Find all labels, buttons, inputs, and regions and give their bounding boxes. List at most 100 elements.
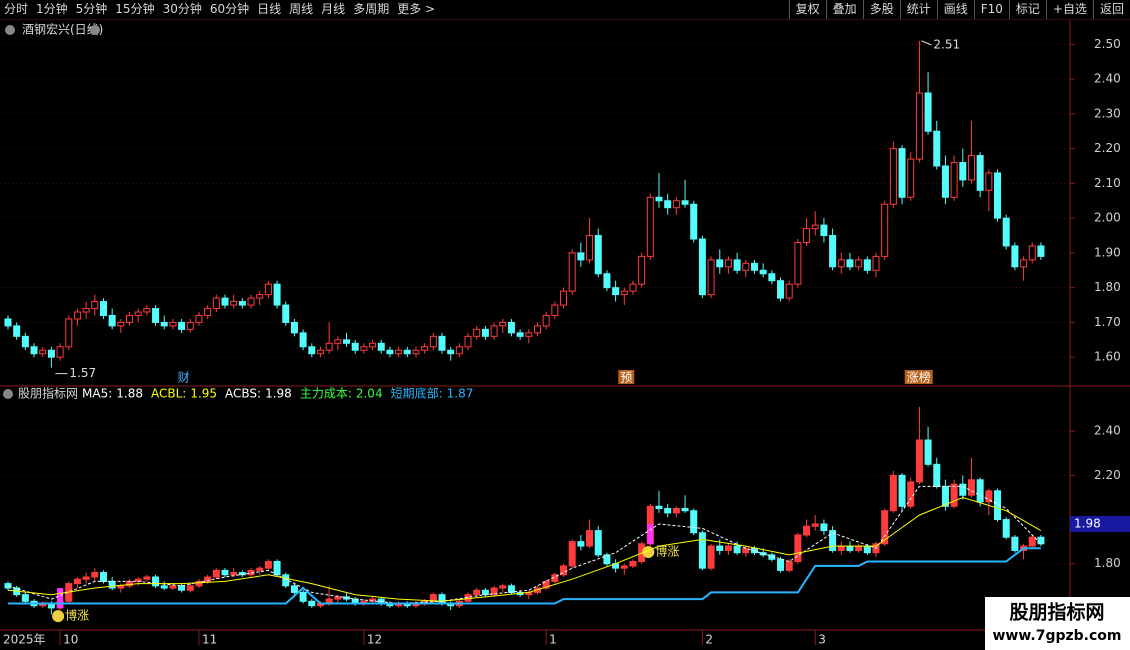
candle-body — [629, 283, 637, 292]
candle-body — [325, 342, 333, 351]
candle-body — [334, 596, 342, 600]
y-tick-label: 2.50 — [1094, 37, 1121, 51]
toolbar-button[interactable]: 5分钟 — [75, 2, 108, 16]
candle-body — [516, 332, 524, 337]
candle-body — [698, 238, 706, 296]
x-tick-label: 12 — [367, 633, 382, 647]
y-tick-label: 2.20 — [1094, 141, 1121, 155]
toolbar-button[interactable]: 画线 — [936, 0, 974, 19]
candle-body — [967, 479, 975, 496]
x-axis-start: 2025年 — [3, 633, 46, 647]
legend-value: 1.88 — [116, 387, 143, 401]
indicator-line — [7, 485, 1042, 605]
toolbar-button[interactable]: 15分钟 — [115, 2, 155, 16]
signal-bar — [647, 524, 654, 545]
candle-body — [777, 280, 785, 299]
toolbar-button[interactable]: +自选 — [1045, 0, 1093, 19]
marker-bg — [618, 370, 635, 384]
candle-body — [681, 200, 689, 205]
toolbar-button[interactable]: 分时 — [4, 2, 29, 16]
legend-name: MA5: — [82, 387, 112, 401]
candle-body — [507, 321, 515, 334]
candle-body — [143, 576, 151, 580]
candle-body — [143, 308, 151, 313]
y-tick-label: 2.40 — [1094, 424, 1121, 438]
candle-body — [91, 572, 99, 578]
candle-body — [308, 600, 316, 607]
candle-body — [690, 203, 698, 240]
toolbar-button[interactable]: 更多 > — [397, 2, 436, 16]
period-tabs: 分时 1分钟 5分钟 15分钟 30分钟 60分钟 日线 周线 月线 多周期 更多 > — [0, 0, 439, 19]
candle-body — [959, 483, 967, 496]
candle-body — [117, 585, 125, 589]
candle-body — [655, 505, 663, 510]
candle-body — [777, 558, 785, 571]
candle-body — [568, 541, 576, 567]
toolbar-button[interactable]: 1分钟 — [36, 2, 68, 16]
candle-body — [785, 283, 793, 299]
x-tick-label: 2 — [705, 633, 713, 647]
candle-body — [369, 342, 377, 348]
toolbar-button[interactable]: 月线 — [321, 2, 346, 16]
toolbar-button[interactable]: 30分钟 — [162, 2, 202, 16]
tool-buttons: 复权 叠加 多股 统计 画线 F10 标记 +自选 返回 — [788, 0, 1130, 19]
y-tick-label: 1.80 — [1094, 556, 1121, 570]
toolbar: 分时 1分钟 5分钟 15分钟 30分钟 60分钟 日线 周线 月线 多周期 更多 > 复权 叠加 多股统… — [0, 0, 1130, 20]
candle-body — [863, 259, 871, 271]
candle-body — [1002, 217, 1010, 247]
signal-bar — [57, 588, 64, 609]
candle-body — [1028, 245, 1036, 261]
legend-title: 股朋指标网 — [18, 386, 78, 401]
toolbar-button[interactable]: 统计 — [899, 0, 937, 19]
candle-body — [212, 297, 220, 310]
candle-body — [915, 92, 923, 160]
toolbar-button[interactable]: 日线 — [257, 2, 282, 16]
candle-body — [195, 580, 203, 587]
candle-body — [238, 301, 246, 306]
candle-body — [481, 328, 489, 337]
toolbar-button[interactable]: 标记 — [1008, 0, 1046, 19]
legend-value: 1.98 — [265, 387, 292, 401]
legend-name: ACBS: — [225, 387, 261, 401]
toolbar-button[interactable]: 多股 — [862, 0, 900, 19]
candle-body — [507, 585, 515, 593]
signal-icon — [52, 610, 65, 623]
candle-body — [707, 259, 715, 296]
candle-body — [603, 554, 611, 565]
candle-body — [447, 349, 455, 355]
candle-body — [230, 301, 238, 306]
candle-body — [985, 490, 993, 503]
candle-body — [542, 314, 550, 327]
candle-body — [169, 321, 177, 327]
candle-body — [881, 203, 889, 257]
candle-body — [99, 572, 107, 582]
candle-body — [646, 196, 654, 257]
candle-body — [560, 565, 568, 576]
candle-body — [282, 304, 290, 323]
candle-body — [152, 308, 160, 323]
candle-body — [481, 589, 489, 596]
candle-body — [750, 262, 758, 271]
candle-body — [56, 346, 64, 358]
toolbar-button[interactable]: 60分钟 — [209, 2, 250, 16]
candle-body — [724, 545, 732, 551]
candle-body — [959, 162, 967, 181]
toolbar-button[interactable]: 周线 — [289, 2, 314, 16]
candle-body — [282, 574, 290, 587]
candle-body — [212, 569, 220, 578]
candle-body — [794, 241, 802, 285]
price-tag — [1070, 515, 1130, 532]
candle-body — [39, 349, 47, 355]
indicator-line — [7, 496, 1042, 602]
candle-body — [525, 332, 533, 337]
candle-body — [941, 165, 949, 198]
toolbar-button[interactable]: F10 — [973, 0, 1009, 19]
toolbar-button[interactable]: 多周期 — [353, 2, 390, 16]
candle-body — [742, 547, 750, 554]
toolbar-button[interactable]: 返回 — [1092, 0, 1130, 19]
toolbar-button[interactable]: 复权 — [788, 0, 826, 19]
toolbar-button[interactable]: 叠加 — [825, 0, 863, 19]
candle-body — [820, 224, 828, 237]
candle-body — [13, 325, 21, 337]
